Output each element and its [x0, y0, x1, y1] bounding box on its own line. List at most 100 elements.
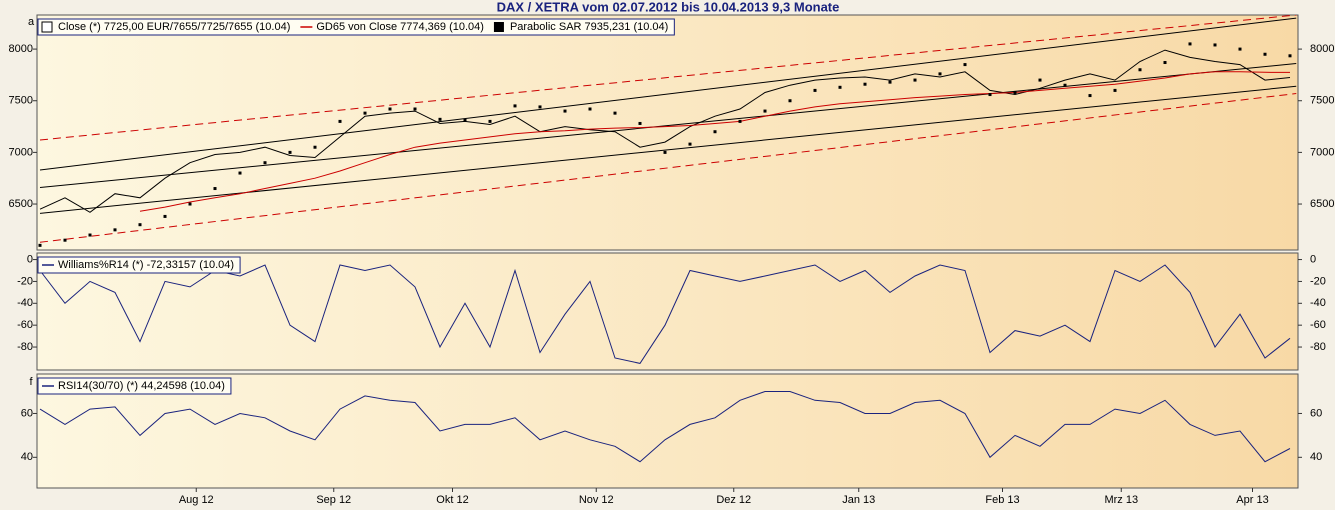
x-tick-label: Apr 13: [1236, 494, 1268, 506]
sar-dot: [863, 82, 867, 86]
sar-dot: [613, 111, 617, 115]
sar-dot: [1113, 88, 1117, 92]
plot-area: [38, 15, 1297, 247]
trend-channel: [39, 93, 1297, 243]
sar-dot: [588, 107, 592, 111]
legend-box: [37, 18, 675, 36]
y-tick-label-right: -20: [1310, 275, 1326, 287]
sar-dot: [763, 109, 767, 113]
sar-dot: [913, 78, 917, 82]
series-line: [139, 71, 1291, 212]
y-tick-label-right: 7500: [1310, 95, 1334, 107]
sar-dot: [1188, 42, 1192, 46]
legend-swatch: [493, 22, 504, 32]
sar-dot: [513, 104, 517, 108]
panel-price: [36, 14, 1299, 251]
sar-dot: [38, 243, 42, 247]
sar-dot: [438, 117, 442, 121]
series-line: [39, 49, 1291, 213]
sar-dot: [788, 99, 792, 103]
sar-dot: [1163, 61, 1167, 65]
y-tick-label: -40: [17, 297, 33, 309]
sar-dot: [738, 119, 742, 123]
sar-dot: [188, 202, 192, 206]
sar-dot: [413, 107, 417, 111]
sar-dot: [713, 130, 717, 134]
legend-label: Williams%R14 (*) -72,33157 (10.04): [58, 259, 234, 271]
y-tick-label-right: 60: [1310, 407, 1322, 419]
y-tick-label: -80: [17, 341, 33, 353]
sar-dot: [1088, 94, 1092, 98]
sar-dot: [388, 107, 392, 111]
sar-dot: [238, 171, 242, 175]
x-tick-label: Sep 12: [316, 494, 351, 506]
legend-label: Parabolic SAR 7935,231 (10.04): [510, 21, 668, 33]
plot-area: [39, 391, 1291, 463]
x-tick-label: Nov 12: [579, 494, 614, 506]
y-tick-label-right: -40: [1310, 297, 1326, 309]
y-tick-label-right: 0: [1310, 253, 1316, 265]
sar-dot: [88, 233, 92, 237]
y-tick-label: 0: [27, 253, 33, 265]
sar-dot: [988, 93, 992, 97]
y-tick-label: 6500: [9, 198, 33, 210]
sar-dot: [888, 80, 892, 84]
sar-dot: [638, 121, 642, 125]
x-tick-label: Jan 13: [842, 494, 875, 506]
sar-dot: [1063, 83, 1067, 87]
sar-dot: [838, 85, 842, 89]
sar-dot: [1213, 43, 1217, 47]
sar-dot: [488, 119, 492, 123]
y-tick-label-right: -80: [1310, 341, 1326, 353]
sar-dot: [338, 119, 342, 123]
sar-dot: [363, 111, 367, 115]
y-tick-label: 7500: [9, 95, 33, 107]
sar-dot: [938, 72, 942, 76]
y-tick-label: 60: [21, 407, 33, 419]
sar-dot: [213, 187, 217, 191]
trend-channel: [39, 63, 1297, 189]
y-tick-label-right: 6500: [1310, 198, 1334, 210]
y-tick-label: -20: [17, 275, 33, 287]
sar-dot: [538, 105, 542, 109]
sar-dot: [1238, 47, 1242, 51]
trend-channel: [39, 17, 1297, 171]
y-tick-label-right: 7000: [1310, 146, 1334, 158]
x-tick-label: Aug 12: [179, 494, 214, 506]
sar-dot: [563, 109, 567, 113]
sar-dot: [138, 223, 142, 227]
x-tick-label: Okt 12: [436, 494, 468, 506]
trend-channel: [39, 15, 1297, 141]
sar-dot: [1138, 68, 1142, 72]
x-tick-label: Feb 13: [985, 494, 1019, 506]
sar-dot: [63, 238, 67, 242]
sar-dot: [263, 161, 267, 165]
y-tick-label-right: 40: [1310, 451, 1322, 463]
y-tick-label: 40: [21, 451, 33, 463]
sar-dot: [688, 142, 692, 146]
y-tick-label: 7000: [9, 146, 33, 158]
legend-box: [37, 377, 232, 395]
legend-label: Close (*) 7725,00 EUR/7655/7725/7655 (10…: [58, 21, 290, 33]
legend-swatch: [41, 21, 53, 33]
sar-dot: [113, 228, 117, 232]
sar-dot: [963, 63, 967, 67]
panel-letter: f: [29, 376, 33, 388]
sar-dot: [1013, 90, 1017, 94]
plot-area: [39, 264, 1291, 364]
legend-label: RSI14(30/70) (*) 44,24598 (10.04): [58, 380, 225, 392]
y-tick-label: -60: [17, 319, 33, 331]
sar-dot: [1263, 52, 1267, 56]
panel-letter: a: [28, 16, 35, 28]
x-tick-label: Mrz 13: [1104, 494, 1138, 506]
sar-dot: [663, 150, 667, 154]
legend-box: [37, 256, 241, 274]
sar-dot: [813, 88, 817, 92]
y-tick-label-right: -60: [1310, 319, 1326, 331]
panel-rsi: [36, 373, 1299, 489]
sar-dot: [1288, 54, 1292, 58]
y-tick-label: 8000: [9, 43, 33, 55]
sar-dot: [463, 118, 467, 122]
